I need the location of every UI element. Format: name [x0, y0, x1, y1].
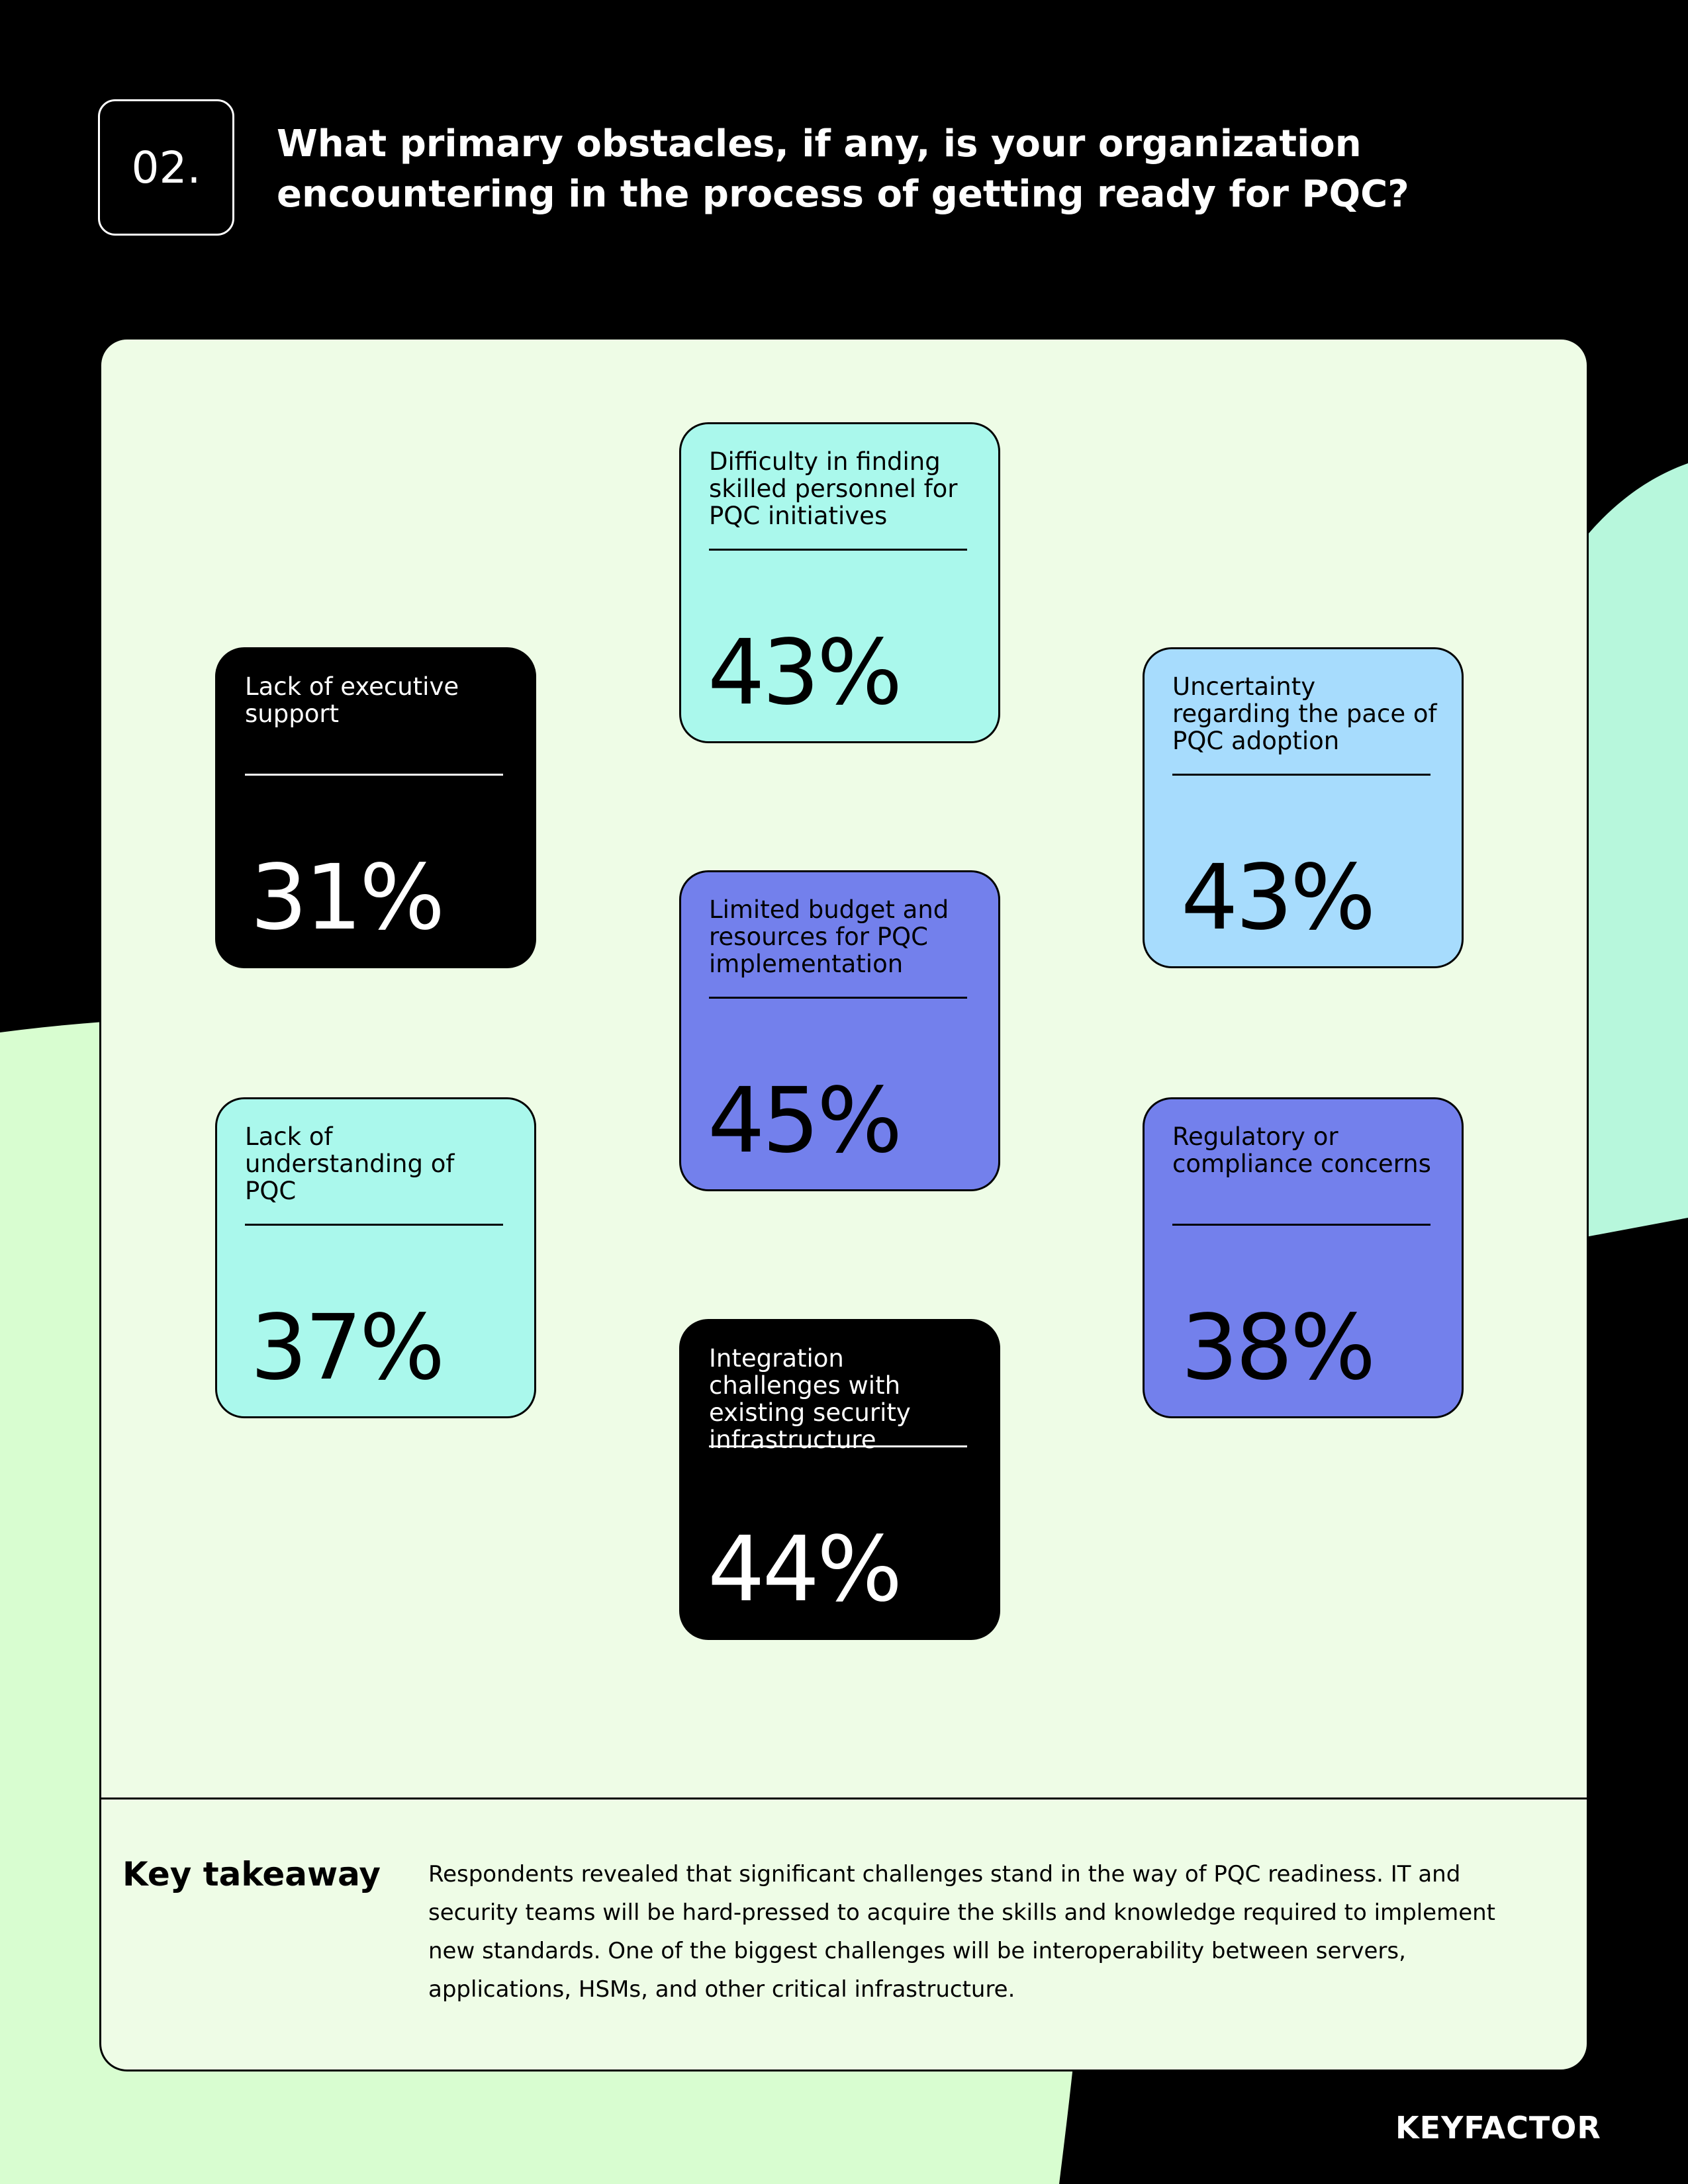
keyfactor-logo: KEYFACTOR [1395, 2110, 1601, 2146]
stat-card-budget: Limited budget and resources for PQC imp… [679, 870, 1000, 1191]
stat-card-adoption-pace: Uncertainty regarding the pace of PQC ad… [1143, 647, 1464, 968]
stat-card-value: 45% [708, 1069, 902, 1173]
takeaway-title: Key takeaway [122, 1855, 381, 1893]
stat-card-regulatory: Regulatory or compliance concerns 38% [1143, 1097, 1464, 1418]
stat-card-value: 38% [1181, 1296, 1376, 1400]
stat-card-integration: Integration challenges with existing sec… [679, 1319, 1000, 1640]
stat-card-label: Difficulty in finding skilled personnel … [709, 447, 958, 530]
stat-card-value: 43% [1181, 846, 1376, 950]
stat-card-divider [709, 1445, 967, 1447]
stat-card-divider [1172, 774, 1430, 776]
stat-card-understanding: Lack of understanding of PQC 37% [215, 1097, 536, 1418]
panel-divider [101, 1797, 1587, 1799]
takeaway-text: Respondents revealed that significant ch… [428, 1861, 1496, 2003]
stat-card-value: 31% [250, 846, 445, 950]
stat-card-divider [245, 774, 503, 776]
stat-card-divider [245, 1224, 503, 1226]
stat-card-skilled-personnel: Difficulty in finding skilled personnel … [679, 422, 1000, 743]
stat-card-executive-support: Lack of executive support 31% [215, 647, 536, 968]
stat-card-divider [1172, 1224, 1430, 1226]
question-number: 02. [98, 99, 234, 236]
question-title: What primary obstacles, if any, is your … [277, 122, 1409, 216]
stat-card-divider [709, 549, 967, 551]
stat-card-divider [709, 997, 967, 999]
stat-card-value: 43% [708, 621, 902, 725]
stat-card-label: Lack of executive support [245, 672, 459, 728]
results-panel: Difficulty in finding skilled personnel … [99, 338, 1589, 2071]
stat-card-label: Regulatory or compliance concerns [1172, 1122, 1431, 1178]
stat-card-value: 44% [708, 1518, 902, 1622]
stat-card-label: Integration challenges with existing sec… [709, 1344, 911, 1454]
stat-card-label: Lack of understanding of PQC [245, 1122, 455, 1205]
stat-card-label: Limited budget and resources for PQC imp… [709, 895, 949, 978]
stat-card-value: 37% [250, 1296, 445, 1400]
stat-card-label: Uncertainty regarding the pace of PQC ad… [1172, 672, 1437, 755]
